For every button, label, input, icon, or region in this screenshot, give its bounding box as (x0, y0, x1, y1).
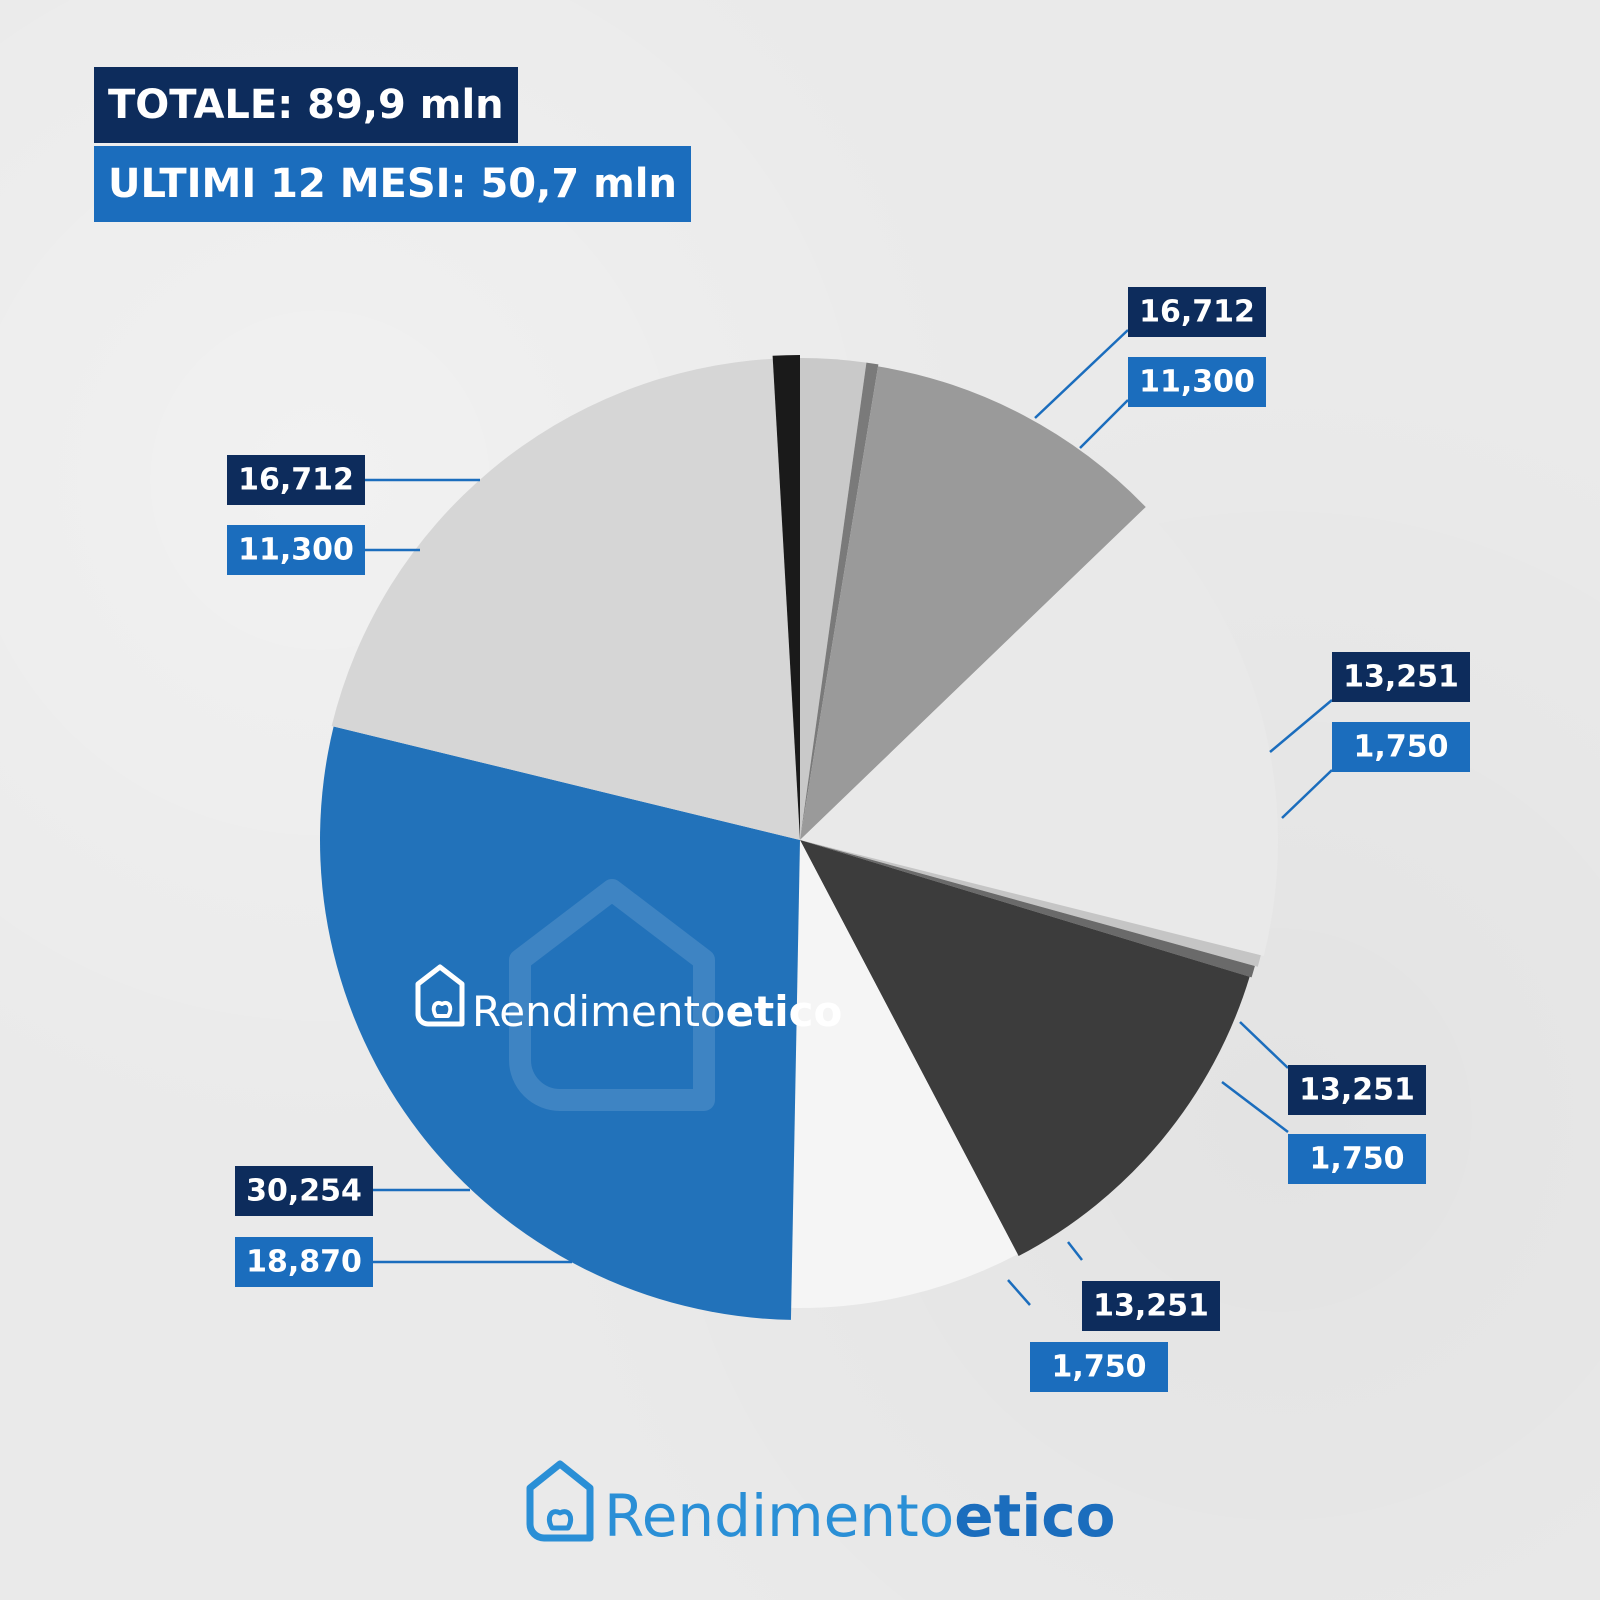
value-labels: 16,712 11,300 13,251 1,750 13,251 1,750 … (227, 287, 1470, 1392)
leader-line (1067, 1241, 1083, 1261)
pie-slice (800, 840, 1261, 967)
data-label-right-upper-total: 13,251 (1332, 652, 1470, 702)
data-label-left-upper-12m: 11,300 (227, 525, 365, 575)
pie-slice (800, 840, 1250, 1257)
data-label: 11,300 (1139, 365, 1255, 400)
data-label: 13,251 (1343, 660, 1459, 695)
watermark-house-icon (509, 879, 715, 1111)
leader-line (1221, 1081, 1289, 1133)
data-label: 30,254 (246, 1174, 362, 1209)
chart-logo-house-icon (415, 964, 465, 1027)
pie-slice (791, 840, 1018, 1309)
leader-line (1281, 769, 1333, 819)
data-label: 13,251 (1299, 1073, 1415, 1108)
pie-slice (320, 726, 800, 1320)
leader-line (1079, 399, 1129, 449)
leader-line (1269, 699, 1333, 753)
data-label-bottom-right-12m: 1,750 (1030, 1342, 1168, 1392)
data-label-left-lower-12m: 18,870 (235, 1237, 373, 1287)
pie-slices (320, 355, 1279, 1320)
data-label-left-lower-total: 30,254 (235, 1166, 373, 1216)
pie-slice (772, 355, 800, 840)
leader-line (1007, 1279, 1031, 1306)
pie-slice (800, 358, 867, 840)
footer-logo: Rendimentoetico (526, 1460, 1115, 1550)
data-label: 1,750 (1052, 1350, 1147, 1385)
data-label: 11,300 (238, 533, 354, 568)
footer-logo-house-icon (526, 1460, 594, 1542)
data-label-bottom-right-total: 13,251 (1082, 1281, 1220, 1331)
leader-line (1239, 1021, 1289, 1069)
pie-slice (331, 358, 800, 840)
last-12-months-badge: ULTIMI 12 MESI: 50,7 mln (94, 146, 691, 222)
data-label-right-upper-12m: 1,750 (1332, 722, 1470, 772)
data-label-top-right-total: 16,712 (1128, 287, 1266, 337)
leader-lines (365, 329, 1333, 1306)
data-label-left-upper-total: 16,712 (227, 455, 365, 505)
pie-slice (800, 840, 1255, 978)
footer-logo-text: Rendimentoetico (604, 1482, 1115, 1550)
pie-slice (800, 362, 879, 840)
data-label: 1,750 (1354, 730, 1449, 765)
total-badge: TOTALE: 89,9 mln (94, 67, 518, 143)
leader-line (1034, 329, 1129, 419)
pie-slice (800, 366, 1146, 840)
chart-logo-text: Rendimentoetico (472, 987, 842, 1036)
data-label: 13,251 (1093, 1289, 1209, 1324)
pie-slice (800, 508, 1279, 956)
data-label: 16,712 (238, 463, 354, 498)
data-label-right-lower-12m: 1,750 (1288, 1134, 1426, 1184)
chart-logo: Rendimentoetico (415, 964, 842, 1036)
data-label: 16,712 (1139, 295, 1255, 330)
data-label-right-lower-total: 13,251 (1288, 1065, 1426, 1115)
data-label-top-right-12m: 11,300 (1128, 357, 1266, 407)
data-label: 1,750 (1310, 1142, 1405, 1177)
data-label: 18,870 (246, 1245, 362, 1280)
